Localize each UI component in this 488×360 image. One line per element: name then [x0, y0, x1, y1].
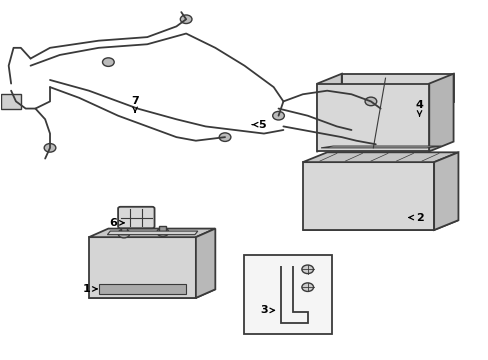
Circle shape — [44, 144, 56, 152]
Polygon shape — [89, 289, 215, 298]
Polygon shape — [341, 74, 453, 102]
Text: 2: 2 — [408, 212, 423, 222]
Circle shape — [219, 133, 230, 141]
Polygon shape — [89, 229, 215, 237]
Polygon shape — [89, 237, 196, 298]
Bar — [159, 226, 166, 232]
Bar — [244, 255, 331, 334]
Polygon shape — [107, 231, 198, 235]
Polygon shape — [302, 152, 458, 162]
Polygon shape — [1, 94, 21, 109]
FancyBboxPatch shape — [118, 207, 154, 228]
Polygon shape — [321, 146, 441, 148]
Polygon shape — [317, 74, 341, 152]
Polygon shape — [433, 152, 458, 230]
Circle shape — [301, 265, 313, 274]
Bar — [120, 227, 127, 234]
Circle shape — [365, 97, 376, 106]
Text: 5: 5 — [252, 120, 265, 130]
Circle shape — [180, 15, 192, 23]
Polygon shape — [317, 84, 428, 152]
Text: 1: 1 — [82, 284, 97, 294]
Text: 4: 4 — [415, 100, 423, 116]
Text: 6: 6 — [109, 218, 124, 228]
Text: 3: 3 — [260, 305, 274, 315]
Polygon shape — [302, 220, 458, 230]
Text: 7: 7 — [131, 96, 139, 112]
Circle shape — [272, 111, 284, 120]
Polygon shape — [302, 162, 433, 230]
Polygon shape — [196, 229, 215, 298]
Polygon shape — [428, 74, 453, 152]
Circle shape — [301, 283, 313, 292]
Bar — [99, 284, 186, 294]
Circle shape — [157, 228, 168, 237]
Circle shape — [118, 229, 129, 238]
Circle shape — [102, 58, 114, 66]
